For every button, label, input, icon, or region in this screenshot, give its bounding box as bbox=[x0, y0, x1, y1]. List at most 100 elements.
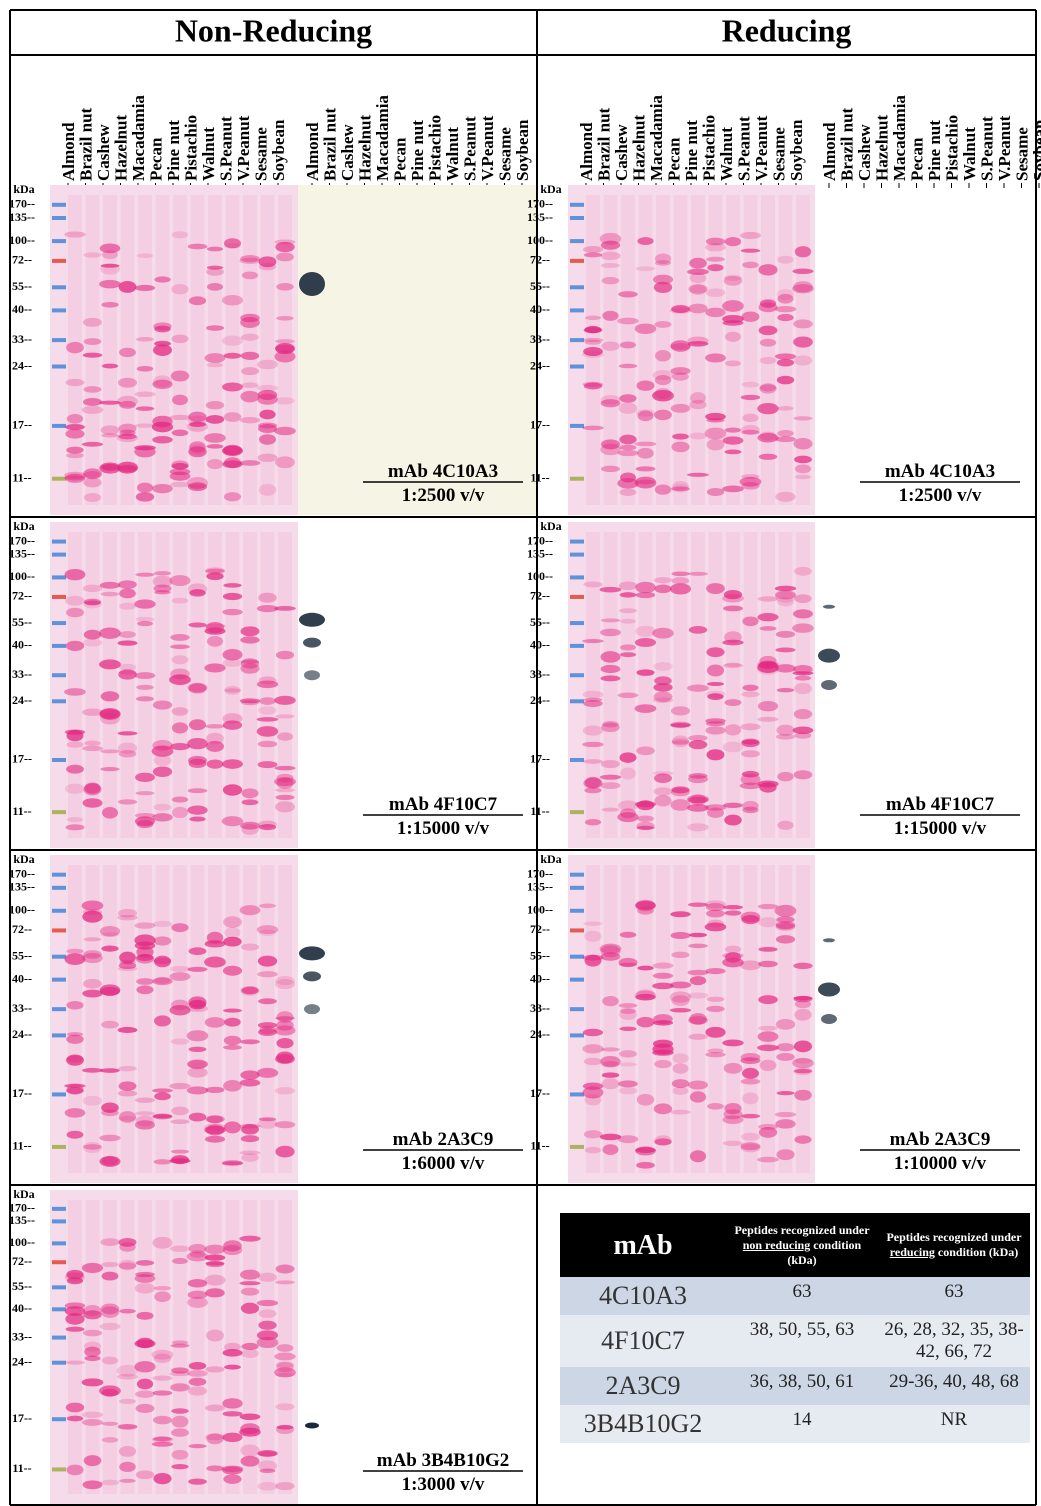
protein-band bbox=[189, 816, 206, 822]
lane bbox=[103, 195, 117, 505]
protein-band bbox=[776, 688, 795, 693]
lane-label: Pistachio bbox=[182, 115, 201, 181]
marker-band bbox=[52, 216, 66, 220]
protein-band bbox=[722, 639, 744, 646]
marker-band bbox=[570, 575, 584, 580]
protein-band bbox=[689, 392, 707, 404]
protein-band bbox=[706, 583, 725, 594]
marker-label: 24-- bbox=[12, 1027, 32, 1041]
protein-band bbox=[687, 796, 709, 804]
protein-band bbox=[169, 965, 191, 973]
lane-label: Brazil nut bbox=[838, 107, 857, 181]
lane bbox=[155, 1200, 170, 1494]
protein-band bbox=[687, 571, 709, 576]
protein-band bbox=[654, 1138, 672, 1146]
lane bbox=[603, 865, 618, 1173]
kda-label: kDa bbox=[540, 852, 561, 866]
protein-band bbox=[66, 341, 84, 354]
protein-band bbox=[777, 293, 794, 304]
lane bbox=[726, 865, 740, 1173]
protein-band bbox=[119, 429, 136, 436]
header-text: reducing bbox=[889, 1245, 935, 1259]
protein-band bbox=[240, 1070, 260, 1080]
protein-band bbox=[256, 384, 279, 392]
protein-band bbox=[152, 1390, 173, 1396]
marker-label: 135-- bbox=[527, 546, 553, 560]
table-cell: 26, 28, 32, 35, 38-42, 66, 72 bbox=[878, 1315, 1030, 1367]
protein-band bbox=[101, 1271, 119, 1281]
protein-band bbox=[134, 922, 156, 929]
marker-band bbox=[52, 872, 66, 877]
protein-band bbox=[723, 802, 743, 808]
protein-band bbox=[583, 777, 603, 789]
protein-band bbox=[775, 935, 796, 944]
protein-band bbox=[240, 1302, 260, 1314]
lane bbox=[778, 195, 793, 505]
protein-band bbox=[240, 636, 260, 644]
protein-band bbox=[134, 391, 156, 397]
protein-band bbox=[119, 400, 136, 409]
protein-band bbox=[83, 1310, 102, 1320]
lane bbox=[173, 195, 187, 505]
lane-label: Walnut bbox=[199, 127, 218, 181]
protein-band bbox=[240, 333, 260, 341]
protein-band bbox=[776, 916, 795, 924]
protein-band bbox=[687, 472, 709, 477]
protein-band bbox=[171, 231, 189, 239]
protein-band bbox=[135, 572, 155, 577]
protein-band bbox=[583, 581, 603, 588]
protein-band bbox=[617, 317, 639, 325]
kda-label: kDa bbox=[13, 1187, 34, 1201]
table-cell: 36, 38, 50, 61 bbox=[726, 1367, 878, 1405]
lane bbox=[243, 195, 257, 505]
lane bbox=[103, 865, 117, 1173]
protein-band bbox=[276, 1425, 294, 1430]
protein-band bbox=[205, 1260, 225, 1268]
lane-label: Hazelnut bbox=[873, 115, 892, 181]
protein-band bbox=[582, 725, 604, 736]
protein-band bbox=[706, 256, 725, 262]
lane-label: Almond bbox=[303, 122, 322, 181]
protein-band bbox=[100, 1306, 120, 1318]
protein-band bbox=[792, 623, 814, 633]
protein-band bbox=[601, 1047, 620, 1052]
lane bbox=[726, 195, 740, 505]
protein-band bbox=[687, 268, 709, 275]
protein-band bbox=[239, 1413, 261, 1421]
protein-band bbox=[171, 1155, 189, 1165]
protein-band bbox=[154, 1015, 171, 1027]
protein-band bbox=[66, 1034, 84, 1044]
protein-band bbox=[671, 740, 690, 745]
protein-band bbox=[118, 663, 137, 671]
protein-band bbox=[276, 773, 294, 783]
protein-band bbox=[583, 327, 603, 334]
protein-band bbox=[274, 605, 296, 611]
lane bbox=[173, 532, 187, 838]
lane-label: Macadamia bbox=[647, 95, 666, 181]
blot-band bbox=[303, 971, 321, 982]
lane bbox=[190, 1200, 205, 1494]
protein-band bbox=[223, 1080, 242, 1092]
protein-band bbox=[707, 693, 724, 701]
protein-band bbox=[741, 691, 760, 698]
protein-band bbox=[118, 962, 137, 970]
protein-band bbox=[654, 1135, 672, 1146]
protein-band bbox=[618, 363, 638, 369]
lane-label: Soybean bbox=[269, 119, 288, 181]
protein-band bbox=[257, 740, 278, 748]
protein-band bbox=[275, 241, 295, 253]
protein-band bbox=[171, 1408, 189, 1414]
protein-band bbox=[84, 740, 101, 746]
protein-band bbox=[153, 957, 172, 965]
blot-band bbox=[305, 1422, 319, 1429]
protein-band bbox=[171, 1340, 189, 1345]
protein-band bbox=[619, 1008, 637, 1021]
protein-band bbox=[636, 1161, 655, 1169]
protein-band bbox=[258, 903, 277, 909]
protein-band bbox=[740, 1113, 761, 1119]
blot-band bbox=[818, 982, 840, 997]
protein-band bbox=[777, 313, 794, 322]
protein-band bbox=[706, 647, 725, 658]
marker-band bbox=[570, 216, 584, 220]
protein-band bbox=[583, 700, 603, 708]
